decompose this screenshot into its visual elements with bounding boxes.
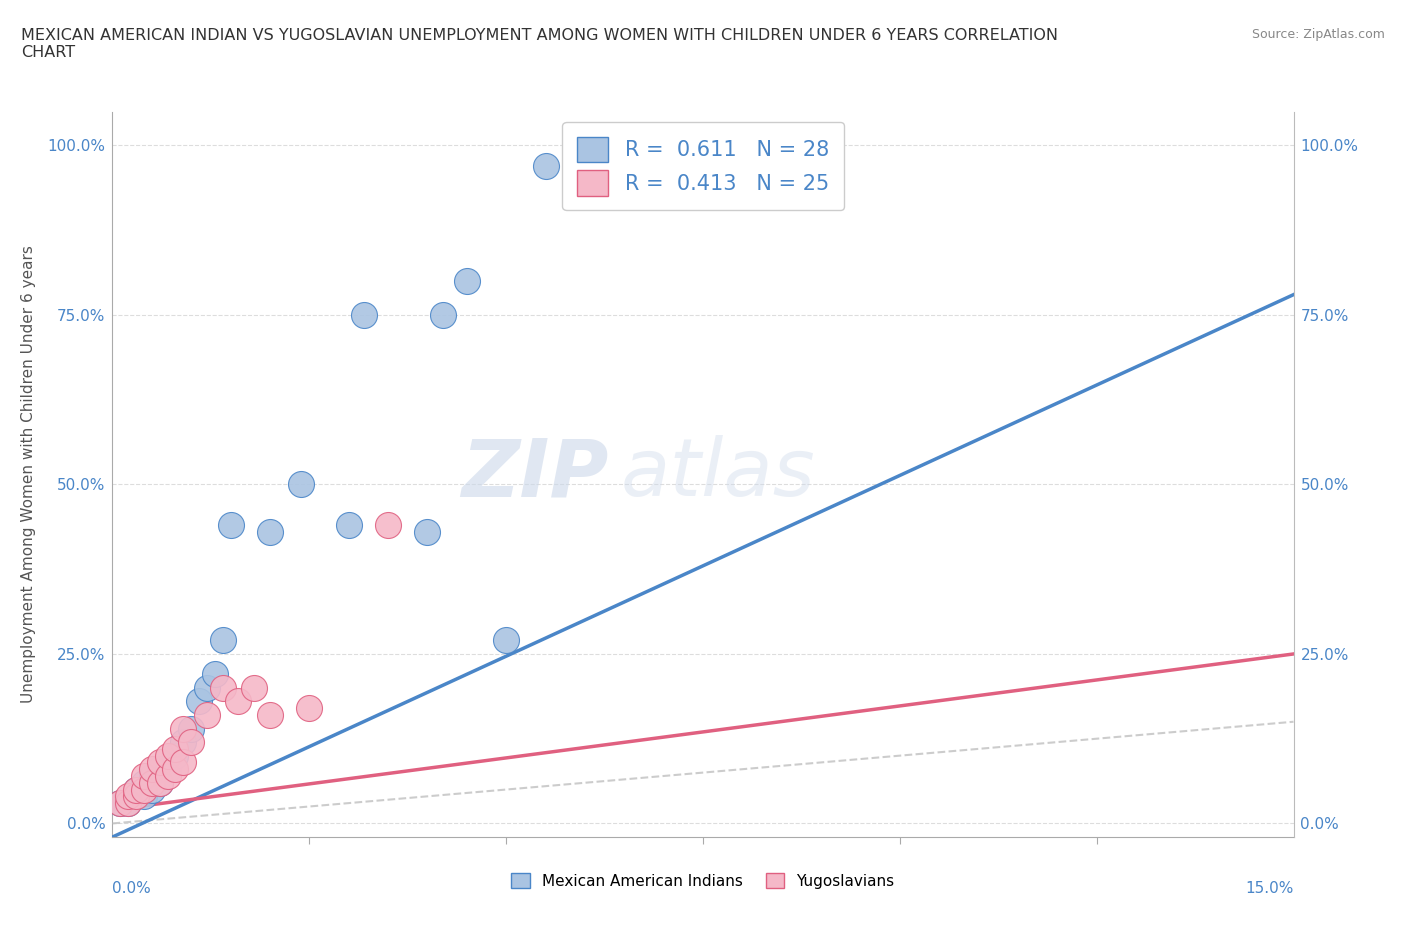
Point [117,796,139,811]
Point [353,308,375,323]
Text: ZIP: ZIP [461,435,609,513]
Point [141,776,163,790]
Point [195,708,218,723]
Point [149,776,172,790]
Point [165,749,187,764]
Point [149,762,172,777]
Point [377,518,399,533]
Point [141,762,163,777]
Point [149,776,172,790]
Text: 15.0%: 15.0% [1246,881,1294,896]
Point [172,735,194,750]
Point [534,158,557,173]
Point [141,768,163,783]
Point [156,762,179,777]
Point [156,749,179,764]
Point [416,525,439,539]
Point [259,525,281,539]
Point [125,789,148,804]
Text: atlas: atlas [620,435,815,513]
Point [141,782,163,797]
Point [117,789,139,804]
Point [132,776,155,790]
Point [156,768,179,783]
Point [219,518,242,533]
Point [149,755,172,770]
Point [188,694,211,709]
Point [110,796,132,811]
Y-axis label: Unemployment Among Women with Children Under 6 years: Unemployment Among Women with Children U… [21,246,37,703]
Point [172,755,194,770]
Point [337,518,360,533]
Text: Source: ZipAtlas.com: Source: ZipAtlas.com [1251,28,1385,41]
Point [180,735,202,750]
Text: MEXICAN AMERICAN INDIAN VS YUGOSLAVIAN UNEMPLOYMENT AMONG WOMEN WITH CHILDREN UN: MEXICAN AMERICAN INDIAN VS YUGOSLAVIAN U… [21,28,1059,60]
Point [456,273,478,288]
Point [165,741,187,756]
Point [180,721,202,736]
Point [125,782,148,797]
Point [495,633,517,648]
Point [125,782,148,797]
Point [110,796,132,811]
Point [211,633,233,648]
Point [117,796,139,811]
Point [259,708,281,723]
Text: 0.0%: 0.0% [112,881,152,896]
Point [432,308,454,323]
Point [125,789,148,804]
Legend: Mexican American Indians, Yugoslavians: Mexican American Indians, Yugoslavians [505,867,901,895]
Point [243,681,266,696]
Point [132,768,155,783]
Point [172,721,194,736]
Point [132,789,155,804]
Point [211,681,233,696]
Point [165,762,187,777]
Point [290,477,312,492]
Point [228,694,250,709]
Point [298,700,321,715]
Point [195,681,218,696]
Point [132,782,155,797]
Point [204,667,226,682]
